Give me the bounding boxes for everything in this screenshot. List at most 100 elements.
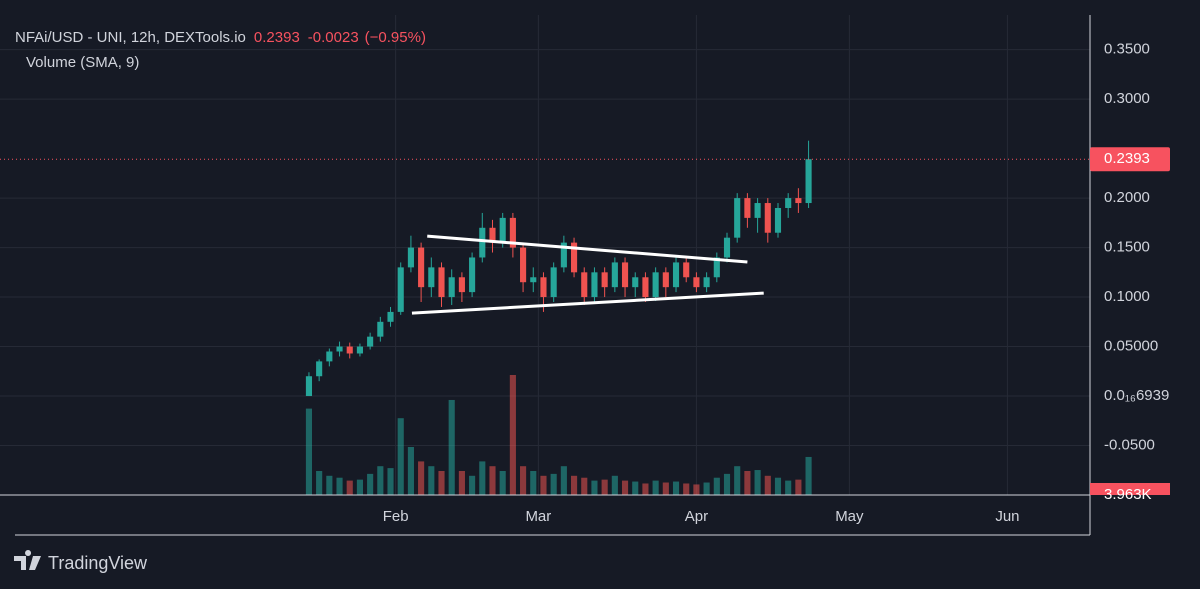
candle-body bbox=[744, 198, 751, 218]
volume-bar bbox=[367, 473, 374, 495]
volume-bar bbox=[377, 466, 384, 495]
candle-body bbox=[316, 361, 323, 377]
candle-body bbox=[448, 277, 455, 298]
candle-body bbox=[764, 203, 771, 233]
subtitle: Volume (SMA, 9) bbox=[26, 54, 139, 71]
volume-bar bbox=[683, 483, 690, 495]
x-tick-label: May bbox=[835, 508, 864, 525]
y-tick-label: 0.0₁₆6939 bbox=[1104, 387, 1169, 404]
volume-bar bbox=[744, 471, 751, 495]
volume-bar bbox=[611, 475, 618, 495]
volume-bar bbox=[469, 475, 476, 495]
candle-body bbox=[785, 198, 792, 208]
change: -0.0023 bbox=[308, 29, 359, 46]
candle-body bbox=[458, 277, 465, 293]
volume-bar bbox=[703, 482, 710, 495]
volume-bar bbox=[387, 468, 394, 495]
title: NFAi/USD - UNI, 12h, DEXTools.io bbox=[15, 29, 246, 46]
volume-bar bbox=[530, 471, 537, 495]
candle-body bbox=[693, 277, 700, 288]
last-price-label: 0.2393 bbox=[1104, 150, 1150, 167]
volume-bar bbox=[316, 471, 323, 495]
volume-bar bbox=[520, 466, 527, 495]
volume-bar bbox=[764, 475, 771, 495]
candle-body bbox=[356, 346, 363, 354]
candle-body bbox=[326, 351, 333, 362]
brand-logo bbox=[14, 550, 41, 570]
candle-body bbox=[795, 198, 802, 204]
volume-bar bbox=[489, 466, 496, 495]
y-tick-label: 0.2000 bbox=[1104, 189, 1150, 206]
candle-body bbox=[346, 346, 353, 354]
candle-body bbox=[581, 272, 588, 298]
brand: TradingView bbox=[48, 553, 148, 573]
trendline bbox=[427, 234, 748, 264]
candle-body bbox=[499, 217, 506, 243]
volume-bar bbox=[499, 471, 506, 495]
volume-bar bbox=[734, 466, 741, 495]
candle-body bbox=[397, 267, 404, 312]
candle-body bbox=[540, 277, 547, 298]
y-tick-label: 0.05000 bbox=[1104, 338, 1158, 355]
volume-bar bbox=[672, 481, 680, 495]
volume-bar bbox=[407, 447, 414, 495]
x-tick-label: Mar bbox=[525, 508, 551, 525]
volume-tag bbox=[1090, 483, 1170, 495]
y-tick-label: 0.3000 bbox=[1104, 90, 1150, 107]
candle-body bbox=[377, 321, 384, 337]
candle-body bbox=[754, 203, 761, 218]
plot-layer bbox=[305, 140, 812, 495]
volume-bar bbox=[662, 482, 669, 495]
volume-bar bbox=[326, 475, 333, 495]
volume-bar bbox=[713, 477, 720, 495]
last-price-tag bbox=[1090, 147, 1170, 172]
volume-bar bbox=[479, 461, 486, 495]
candle-body bbox=[387, 311, 394, 322]
volume-bar bbox=[560, 466, 567, 495]
volume-bar bbox=[642, 483, 649, 495]
y-tick-label: -0.0500 bbox=[1104, 436, 1155, 453]
candle-body bbox=[305, 376, 313, 397]
x-tick-label: Feb bbox=[383, 508, 409, 525]
candle-body bbox=[703, 277, 710, 288]
volume-bar bbox=[652, 480, 659, 495]
volume-bar bbox=[693, 484, 700, 495]
candle-body bbox=[520, 247, 527, 283]
volume-label: 3.963K bbox=[1104, 486, 1152, 503]
candle-body bbox=[438, 267, 445, 298]
candle-body bbox=[805, 159, 812, 204]
candle-body bbox=[611, 262, 618, 288]
chart-title: NFAi/USD - UNI, 12h, DEXTools.io 0.2393 -0… bbox=[15, 29, 426, 46]
candle-body bbox=[428, 267, 435, 288]
candle-body bbox=[336, 346, 343, 352]
volume-bar bbox=[723, 473, 731, 495]
candle-body bbox=[560, 242, 567, 268]
volume-bar bbox=[346, 480, 353, 495]
candle-body bbox=[632, 277, 639, 288]
candle-body bbox=[530, 277, 537, 283]
volume-bar bbox=[581, 477, 588, 495]
volume-bar bbox=[550, 473, 557, 495]
last-price: 0.2393 bbox=[254, 29, 300, 46]
volume-bar bbox=[397, 418, 404, 495]
volume-bar bbox=[540, 475, 547, 495]
volume-bar bbox=[571, 475, 578, 495]
volume-bar bbox=[509, 375, 516, 495]
candle-body bbox=[642, 277, 649, 298]
candle-body bbox=[672, 262, 680, 288]
volume-bar bbox=[336, 477, 343, 495]
candle-body bbox=[367, 336, 374, 347]
trendline bbox=[411, 291, 764, 315]
volume-bar bbox=[795, 479, 802, 495]
y-tick-label: 0.1000 bbox=[1104, 288, 1150, 305]
candle-body bbox=[621, 262, 629, 288]
volume-bar bbox=[591, 480, 598, 495]
volume-bar bbox=[632, 481, 639, 495]
volume-bar bbox=[774, 477, 782, 495]
volume-bar bbox=[418, 461, 425, 495]
candle-body bbox=[591, 272, 598, 298]
y-tick-label: 0.3500 bbox=[1104, 41, 1150, 58]
candle-body bbox=[662, 272, 669, 288]
volume-bar bbox=[754, 470, 761, 495]
